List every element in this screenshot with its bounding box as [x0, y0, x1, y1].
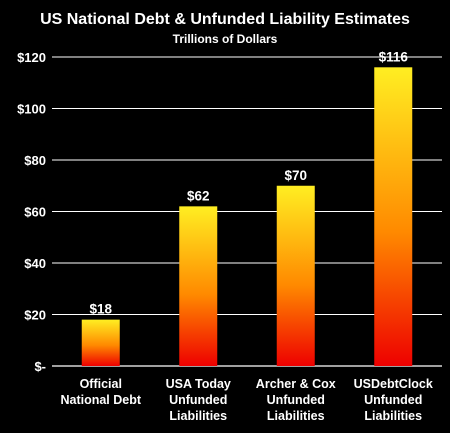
y-tick-label: $- [34, 359, 46, 374]
y-tick-label: $40 [24, 256, 46, 271]
data-label: $62 [187, 188, 210, 203]
bar [81, 319, 120, 366]
data-label: $18 [89, 302, 112, 317]
x-tick-label: Archer & Cox Unfunded Liabilities [256, 377, 336, 423]
x-tick-label: Official National Debt [60, 377, 141, 407]
chart-title: US National Debt & Unfunded Liability Es… [40, 11, 410, 28]
data-label: $70 [284, 168, 307, 183]
y-tick-label: $80 [24, 153, 46, 168]
chart-subtitle: Trillions of Dollars [173, 32, 278, 46]
y-tick-label: $60 [24, 205, 46, 220]
data-labels: $18 $62 $70 $116 [89, 49, 408, 316]
x-tick-label: USDebtClock Unfunded Liabilities [354, 377, 433, 423]
y-tick-label: $20 [24, 308, 46, 323]
y-tick-label: $120 [17, 50, 46, 65]
data-label: $116 [379, 49, 409, 64]
bars [81, 67, 413, 367]
bar [276, 185, 315, 366]
bar [374, 67, 413, 367]
x-axis: Official National Debt USA Today Unfunded Li… [60, 377, 432, 423]
x-tick-label: USA Today Unfunded Liabilities [166, 377, 231, 423]
bar [179, 206, 218, 366]
y-tick-label: $100 [17, 102, 46, 117]
y-axis: $- $20 $40 $60 $80 $100 $120 [17, 50, 46, 374]
